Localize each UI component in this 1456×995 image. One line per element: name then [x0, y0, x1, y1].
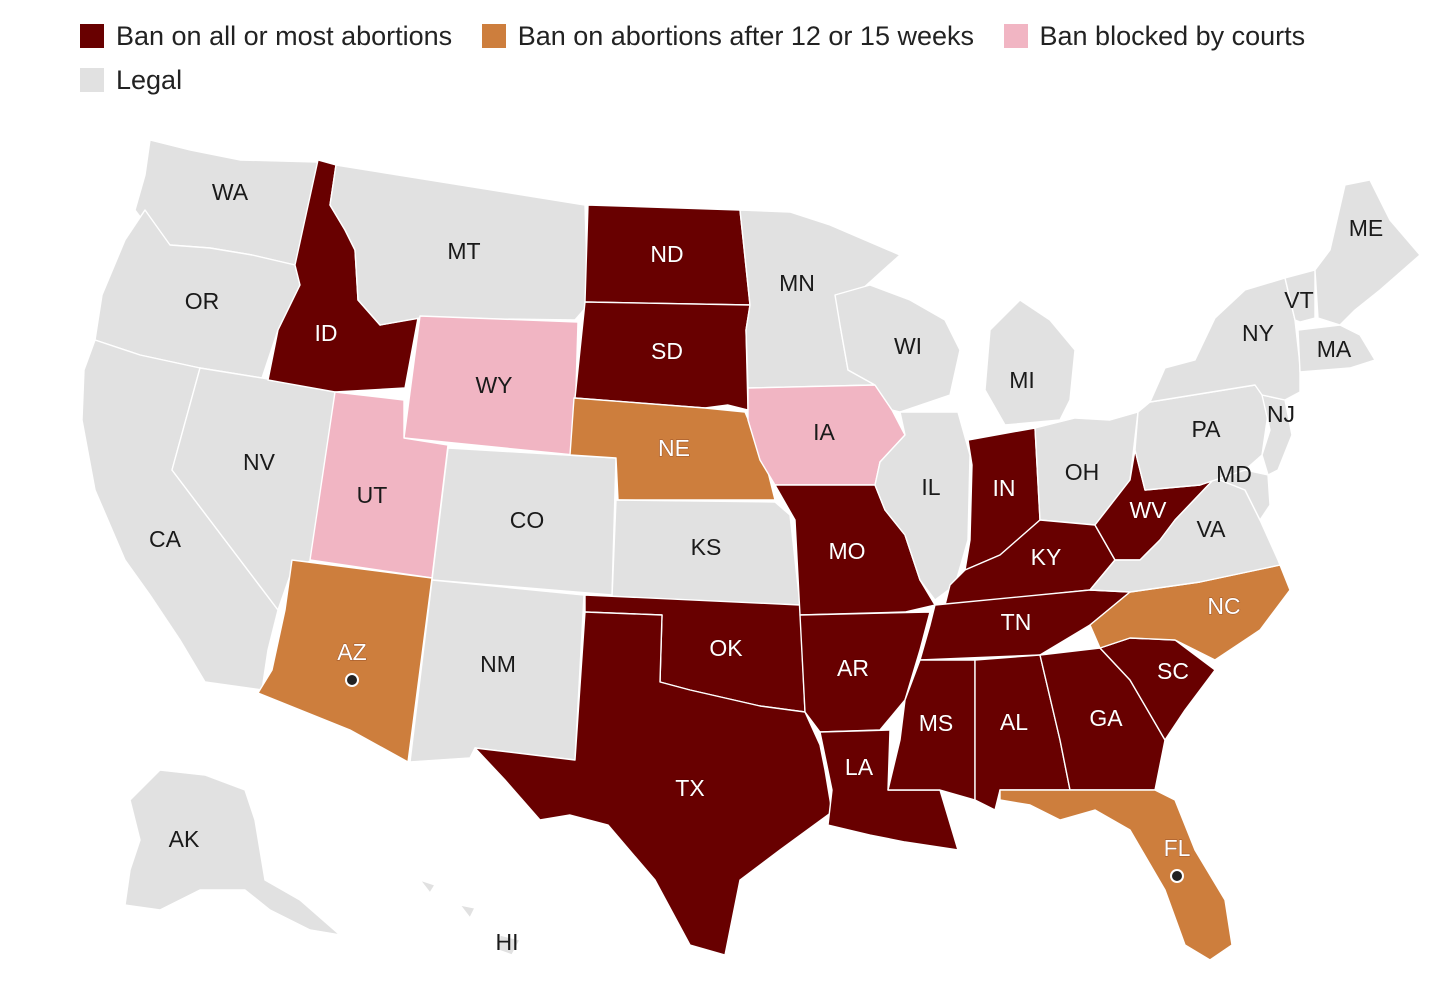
state-label-AK: AK	[169, 826, 200, 852]
state-label-ME: ME	[1349, 215, 1384, 241]
state-KS[interactable]	[611, 499, 801, 606]
state-NJ[interactable]	[1261, 394, 1293, 476]
state-label-MD: MD	[1216, 461, 1252, 487]
state-label-WY: WY	[475, 372, 512, 398]
legend: Ban on all or most abortions Ban on abor…	[80, 14, 1380, 102]
legend-swatch-blocked	[1003, 24, 1028, 48]
legend-item-ban: Ban on all or most abortions	[80, 14, 452, 58]
state-label-NV: NV	[243, 449, 276, 475]
state-labels: WA OR CA NV ID MT WY UT AZ CO NM ND SD NE KS OK TX MN IA MO…	[149, 179, 1383, 955]
state-label-NC: NC	[1207, 593, 1240, 619]
state-label-OR: OR	[185, 288, 220, 314]
state-label-ND: ND	[650, 241, 683, 267]
legend-item-weeks: Ban on abortions after 12 or 15 weeks	[481, 14, 974, 58]
state-HI[interactable]	[419, 879, 521, 956]
state-label-CA: CA	[149, 526, 182, 552]
state-MI[interactable]	[984, 299, 1076, 426]
legend-item-legal: Legal	[80, 58, 182, 102]
state-label-PA: PA	[1192, 416, 1222, 442]
state-label-NE: NE	[658, 435, 690, 461]
state-label-AL: AL	[1000, 709, 1028, 735]
legend-label-legal: Legal	[116, 65, 183, 95]
state-label-TX: TX	[675, 775, 704, 801]
state-label-MO: MO	[828, 538, 865, 564]
state-FL[interactable]	[999, 789, 1233, 961]
state-label-IN: IN	[993, 475, 1016, 501]
state-label-NM: NM	[480, 651, 516, 677]
state-label-GA: GA	[1089, 705, 1123, 731]
state-label-TN: TN	[1001, 609, 1032, 635]
state-WI[interactable]	[834, 284, 961, 413]
legend-swatch-weeks	[481, 24, 506, 48]
capital-markers	[345, 673, 1184, 883]
state-label-KS: KS	[691, 534, 722, 560]
legend-label-blocked: Ban blocked by courts	[1039, 21, 1306, 51]
state-ME[interactable]	[1314, 179, 1421, 326]
state-label-ID: ID	[315, 320, 338, 346]
state-label-FL: FL	[1164, 835, 1191, 861]
legend-item-blocked: Ban blocked by courts	[1003, 14, 1306, 58]
legend-label-ban: Ban on all or most abortions	[116, 21, 453, 51]
marker-AZ	[345, 673, 359, 687]
state-AK[interactable]	[124, 769, 341, 936]
state-label-CO: CO	[510, 507, 545, 533]
state-label-KY: KY	[1031, 544, 1062, 570]
state-OR[interactable]	[94, 209, 301, 379]
state-label-MS: MS	[919, 710, 954, 736]
legend-swatch-legal	[80, 68, 104, 92]
state-label-OH: OH	[1065, 459, 1100, 485]
state-label-AZ: AZ	[337, 639, 366, 665]
state-label-IL: IL	[921, 474, 940, 500]
state-label-MI: MI	[1009, 367, 1035, 393]
state-label-MN: MN	[779, 270, 815, 296]
state-label-WV: WV	[1129, 497, 1167, 523]
legend-swatch-ban	[80, 24, 104, 48]
state-label-MA: MA	[1317, 336, 1352, 362]
state-NE[interactable]	[569, 397, 776, 501]
legend-label-weeks: Ban on abortions after 12 or 15 weeks	[517, 21, 974, 51]
state-label-HI: HI	[496, 929, 519, 955]
states-layer	[81, 139, 1421, 961]
state-AR[interactable]	[799, 611, 931, 733]
state-label-IA: IA	[813, 419, 835, 445]
state-label-OK: OK	[709, 635, 743, 661]
state-label-SD: SD	[651, 338, 683, 364]
state-VT[interactable]	[1284, 269, 1316, 323]
state-label-WA: WA	[212, 179, 249, 205]
state-label-VT: VT	[1284, 287, 1313, 313]
state-label-SC: SC	[1157, 658, 1189, 684]
state-label-NY: NY	[1242, 320, 1274, 346]
state-label-LA: LA	[845, 754, 874, 780]
state-TX[interactable]	[474, 611, 833, 956]
state-UT[interactable]	[309, 391, 449, 579]
state-label-VA: VA	[1197, 516, 1227, 542]
state-label-AR: AR	[837, 655, 869, 681]
state-label-WI: WI	[894, 333, 922, 359]
state-label-NJ: NJ	[1267, 401, 1295, 427]
state-label-UT: UT	[357, 482, 388, 508]
marker-FL	[1170, 869, 1184, 883]
state-NY[interactable]	[1149, 277, 1301, 403]
state-MD[interactable]	[1199, 469, 1271, 521]
state-label-MT: MT	[447, 238, 480, 264]
